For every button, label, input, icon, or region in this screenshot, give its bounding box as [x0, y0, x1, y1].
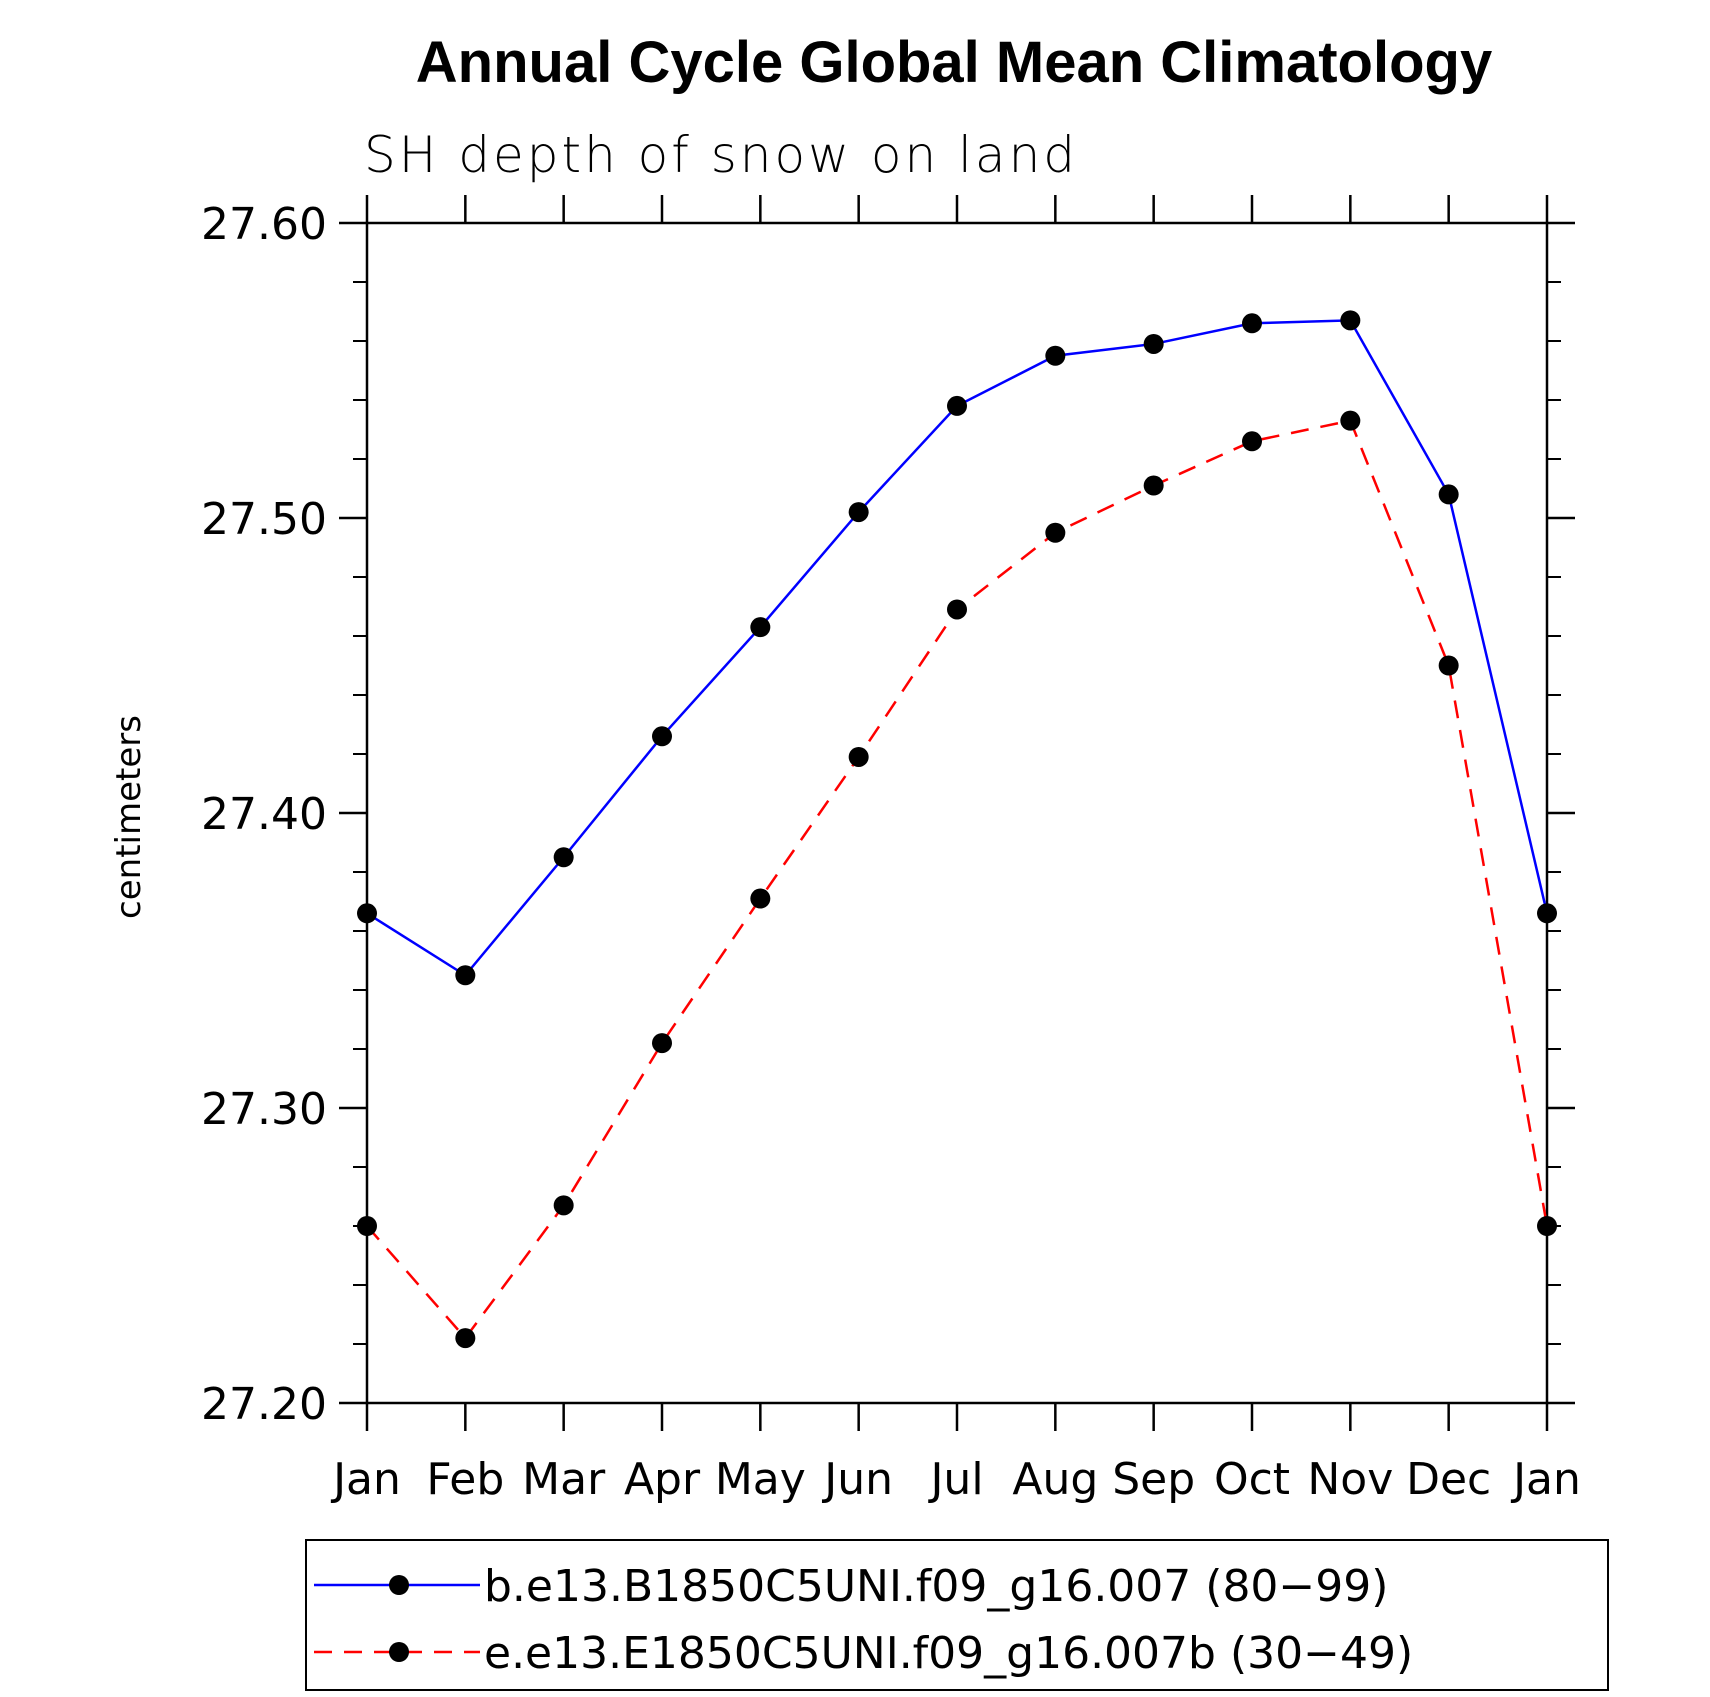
- series-0-point: [652, 726, 672, 747]
- series-1-point: [848, 746, 869, 767]
- series-1-point: [357, 1216, 377, 1236]
- legend-box: [305, 1539, 1609, 1691]
- chart-subtitle: SH depth of snow on land: [364, 126, 1078, 184]
- y-axis-ticks: 27.20 27.30 27.40 27.50 27.60: [201, 199, 1575, 1430]
- x-tick-label: Dec: [1406, 1454, 1491, 1505]
- series-0-point: [1045, 345, 1066, 366]
- series-0-point: [1340, 310, 1361, 331]
- legend-marker-0: [389, 1575, 409, 1595]
- series-1-point: [1537, 1216, 1557, 1236]
- series-1-point: [1340, 410, 1361, 431]
- x-tick-label: Aug: [1012, 1454, 1098, 1505]
- legend-marker-1: [389, 1642, 409, 1662]
- series-0-point: [750, 617, 771, 638]
- x-tick-label: Nov: [1307, 1454, 1393, 1505]
- x-tick-label: Jan: [1510, 1454, 1581, 1505]
- x-tick-label: Feb: [426, 1454, 504, 1505]
- x-tick-label: Jun: [821, 1454, 893, 1505]
- series-0-point: [1143, 333, 1164, 354]
- chart-title: Annual Cycle Global Mean Climatology: [416, 30, 1492, 95]
- series-1-point: [947, 599, 967, 620]
- series-layer: [357, 310, 1557, 1349]
- series-0-point: [357, 903, 377, 924]
- x-tick-label: Jul: [927, 1454, 983, 1505]
- series-0-point: [455, 965, 476, 986]
- series-1-point: [1143, 475, 1164, 496]
- series-1-point: [1045, 522, 1066, 543]
- x-tick-label: Sep: [1112, 1454, 1195, 1505]
- series-0-point: [848, 502, 869, 523]
- x-tick-label: May: [715, 1454, 806, 1505]
- series-0-point: [553, 847, 574, 868]
- x-axis-ticks: Jan Feb Mar Apr May Jun Jul Aug Sep Oct Nov Dec Jan: [330, 195, 1581, 1505]
- x-tick-label: Mar: [522, 1454, 606, 1505]
- y-tick-label: 27.60: [201, 199, 327, 250]
- x-tick-label: Jan: [330, 1454, 401, 1505]
- y-tick-label: 27.30: [201, 1084, 327, 1135]
- legend: b.e13.B1850C5UNI.f09_g16.007 (80−99) e.e…: [305, 1539, 1609, 1691]
- y-tick-label: 27.50: [201, 494, 327, 545]
- series-1-point: [652, 1033, 672, 1054]
- series-line-0: [366, 319, 1549, 977]
- series-0-point: [947, 395, 967, 416]
- legend-label-0: b.e13.B1850C5UNI.f09_g16.007 (80−99): [484, 1561, 1388, 1612]
- x-tick-label: Oct: [1214, 1454, 1290, 1505]
- series-0-point: [1242, 313, 1262, 334]
- legend-label-1: e.e13.E1850C5UNI.f09_g16.007b (30−49): [484, 1628, 1413, 1679]
- series-1-point: [553, 1195, 574, 1216]
- series-1-point: [750, 888, 771, 909]
- x-tick-label: Apr: [624, 1454, 701, 1505]
- series-1-point: [1242, 431, 1262, 452]
- series-1-point: [455, 1328, 476, 1349]
- series-1-point: [1438, 655, 1459, 676]
- y-tick-label: 27.20: [201, 1379, 327, 1430]
- series-0-point: [1438, 484, 1459, 505]
- series-0-point: [1537, 903, 1557, 924]
- y-axis-label: centimeters: [109, 715, 149, 919]
- y-tick-label: 27.40: [201, 789, 327, 840]
